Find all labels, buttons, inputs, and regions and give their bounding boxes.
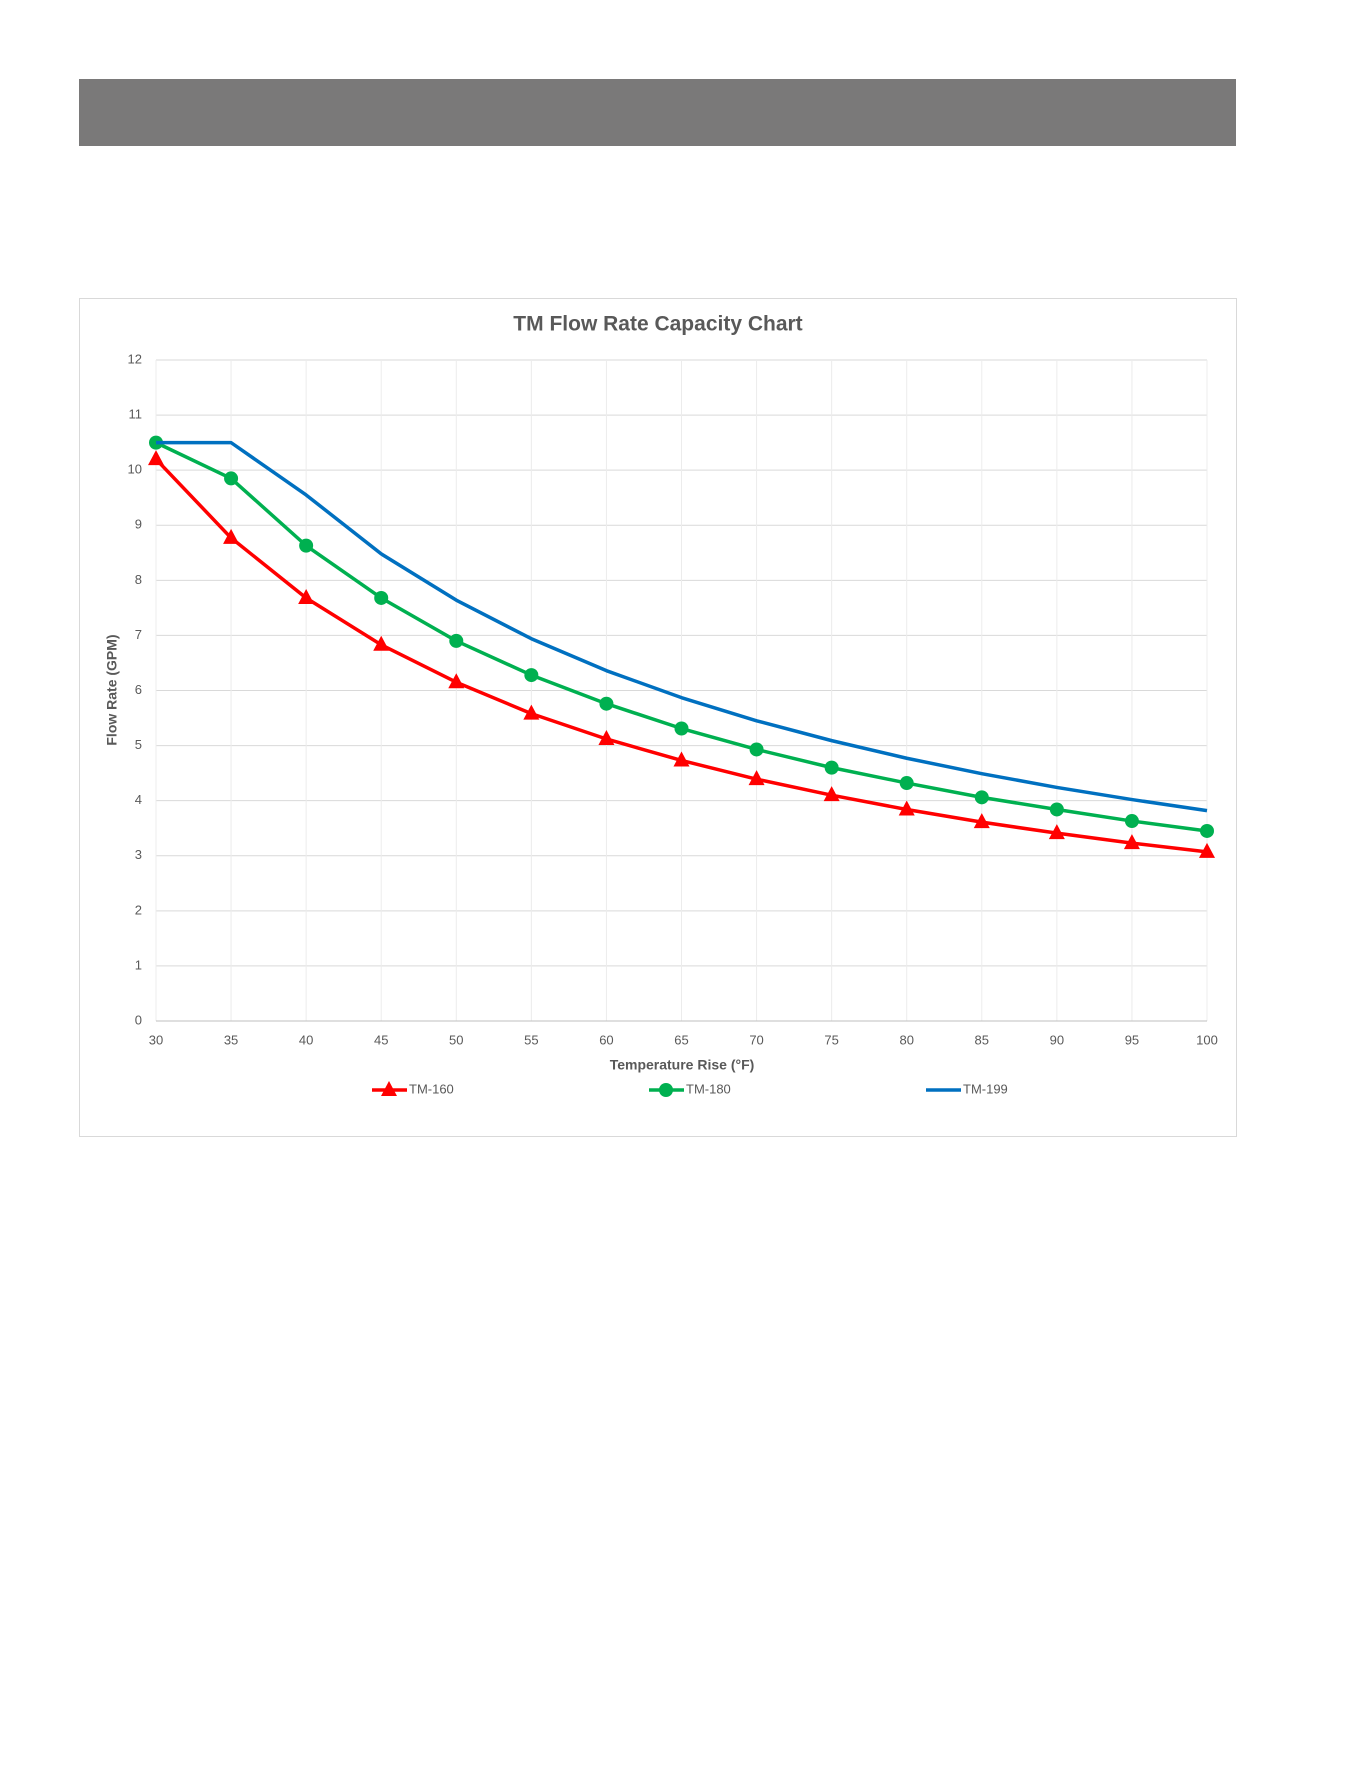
x-tick-label: 100: [1196, 1032, 1218, 1047]
x-tick-label: 30: [149, 1032, 163, 1047]
data-point: [974, 790, 989, 805]
y-axis-title: Flow Rate (GPM): [104, 634, 120, 745]
chart-frame: [79, 298, 1237, 1137]
y-tick-label: 8: [135, 572, 142, 587]
data-point: [824, 760, 839, 775]
data-point: [1200, 823, 1214, 838]
x-tick-label: 40: [299, 1032, 313, 1047]
legend-marker: [381, 1081, 397, 1096]
y-tick-label: 0: [135, 1012, 142, 1027]
data-point: [898, 800, 915, 816]
y-tick-label: 7: [135, 627, 142, 642]
x-tick-label: 60: [599, 1032, 613, 1047]
legend-label: TM-160: [409, 1081, 454, 1096]
data-point: [523, 704, 540, 720]
data-point: [598, 729, 615, 745]
legend-label: TM-180: [686, 1081, 731, 1096]
x-tick-label: 35: [224, 1032, 238, 1047]
data-point: [1049, 802, 1064, 817]
y-tick-label: 4: [135, 792, 142, 807]
data-point: [449, 633, 464, 648]
data-point: [1199, 842, 1215, 858]
data-point: [298, 588, 315, 604]
header-bar: [79, 79, 1236, 146]
y-tick-label: 3: [135, 847, 142, 862]
y-tick-label: 9: [135, 517, 142, 532]
y-tick-label: 12: [128, 351, 142, 366]
y-tick-label: 2: [135, 902, 142, 917]
x-tick-label: 50: [449, 1032, 463, 1047]
x-tick-label: 55: [524, 1032, 538, 1047]
y-tick-label: 1: [135, 957, 142, 972]
y-tick-label: 5: [135, 737, 142, 752]
data-point: [899, 776, 914, 791]
chart-title: TM Flow Rate Capacity Chart: [513, 313, 802, 336]
data-point: [748, 770, 765, 786]
x-tick-label: 95: [1125, 1032, 1139, 1047]
data-point: [524, 668, 539, 683]
data-point: [673, 751, 690, 767]
x-axis-title: Temperature Rise (°F): [610, 1057, 755, 1073]
data-point: [674, 721, 689, 736]
legend-label: TM-199: [963, 1081, 1008, 1096]
data-point: [224, 471, 239, 486]
x-tick-label: 85: [975, 1032, 989, 1047]
x-tick-label: 80: [899, 1032, 913, 1047]
x-tick-label: 65: [674, 1032, 688, 1047]
data-point: [749, 742, 764, 757]
data-point: [599, 696, 614, 711]
x-tick-label: 90: [1050, 1032, 1064, 1047]
x-tick-label: 70: [749, 1032, 763, 1047]
data-point: [1123, 834, 1140, 850]
data-point: [373, 635, 390, 651]
x-tick-label: 75: [824, 1032, 838, 1047]
data-point: [823, 786, 840, 802]
legend-marker: [659, 1083, 673, 1097]
y-tick-label: 11: [129, 407, 143, 422]
data-point: [374, 590, 389, 605]
data-point: [223, 528, 240, 544]
y-tick-label: 10: [128, 462, 142, 477]
series-line: [156, 440, 1208, 813]
data-point: [448, 673, 465, 689]
data-point: [973, 813, 990, 829]
data-point: [148, 450, 164, 466]
x-tick-label: 45: [374, 1032, 388, 1047]
data-point: [1048, 824, 1065, 840]
y-tick-label: 6: [135, 682, 142, 697]
data-point: [299, 538, 314, 553]
data-point: [1124, 814, 1139, 829]
